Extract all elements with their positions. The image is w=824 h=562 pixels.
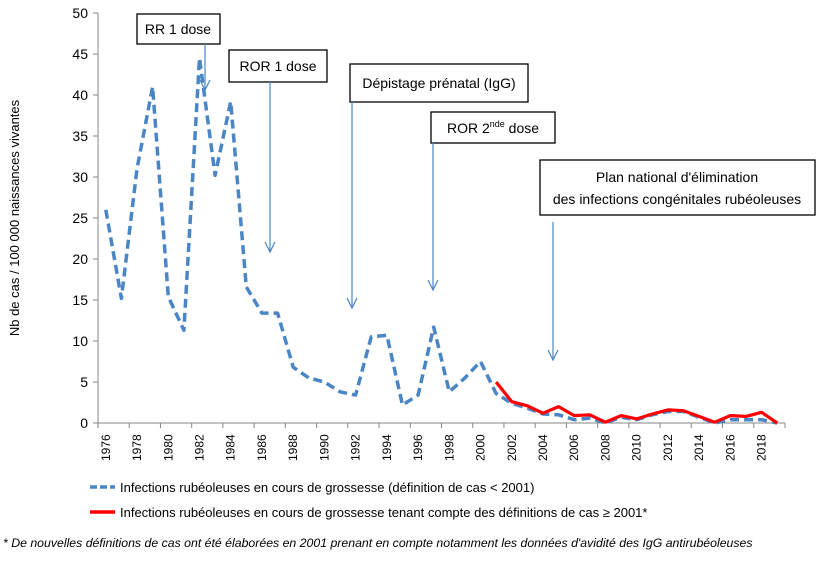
x-tick-label: 1996	[411, 434, 425, 461]
x-tick-label: 1976	[99, 434, 113, 461]
legend-item-before-2001: Infections rubéoleuses en cours de gross…	[90, 480, 534, 495]
x-tick-label: 2016	[723, 434, 737, 461]
y-tick-label: 50	[72, 5, 88, 21]
y-tick-label: 20	[72, 251, 88, 267]
annotation-label-line2: des infections congénitales rubéoleuses	[553, 191, 801, 207]
x-tick-label: 2000	[474, 434, 488, 461]
y-tick-label: 25	[72, 210, 88, 226]
x-tick-label: 2004	[536, 434, 550, 461]
x-tick-label: 2018	[755, 434, 769, 461]
legend-label: Infections rubéoleuses en cours de gross…	[120, 480, 534, 495]
y-tick-label: 0	[80, 415, 88, 431]
x-tick-label: 1982	[192, 434, 206, 461]
legend-label: Infections rubéoleuses en cours de gross…	[120, 505, 647, 520]
x-tick-label: 1980	[161, 434, 175, 461]
annotation-ror-2nde-dose: ROR 2nde dose	[428, 112, 555, 290]
y-tick-label: 30	[72, 169, 88, 185]
x-tick-label: 2014	[692, 434, 706, 461]
annotation-label-line1: Plan national d'élimination	[596, 169, 758, 185]
x-tick-label: 1978	[130, 434, 144, 461]
y-tick-label: 45	[72, 46, 88, 62]
x-tick-label: 1986	[255, 434, 269, 461]
x-tick-label: 1988	[286, 434, 300, 461]
x-tick-label: 2012	[661, 434, 675, 461]
x-tick-label: 1992	[349, 434, 363, 461]
x-tick-label: 1984	[224, 434, 238, 461]
footnote: * De nouvelles définitions de cas ont ét…	[3, 536, 753, 550]
y-axis-label: Nb de cas / 100 000 naissances vivantes	[7, 99, 22, 336]
legend: Infections rubéoleuses en cours de gross…	[90, 480, 647, 520]
y-tick-label: 40	[72, 87, 88, 103]
y-tick-label: 15	[72, 292, 88, 308]
legend-item-after-2001: Infections rubéoleuses en cours de gross…	[90, 505, 647, 520]
x-tick-label: 1998	[442, 434, 456, 461]
annotation-label: ROR 1 dose	[239, 58, 316, 74]
y-tick-label: 10	[72, 333, 88, 349]
y-tick-label: 35	[72, 128, 88, 144]
annotation-label: Dépistage prénatal (IgG)	[362, 75, 515, 91]
x-tick-label: 2010	[630, 434, 644, 461]
annotation-plan-national: Plan national d'élimination des infectio…	[540, 160, 815, 360]
annotation-ror-1-dose: ROR 1 dose	[229, 50, 327, 252]
annotation-rr-1-dose: RR 1 dose	[137, 14, 220, 90]
x-tick-label: 2002	[505, 434, 519, 461]
x-tick-label: 1990	[317, 434, 331, 461]
y-tick-label: 5	[80, 374, 88, 390]
annotation-label: RR 1 dose	[145, 21, 211, 37]
series-line-1	[496, 382, 777, 423]
x-tick-label: 2006	[567, 434, 581, 461]
x-tick-label: 2008	[598, 434, 612, 461]
x-tick-label: 1994	[380, 434, 394, 461]
annotation-depistage: Dépistage prénatal (IgG)	[347, 64, 528, 308]
